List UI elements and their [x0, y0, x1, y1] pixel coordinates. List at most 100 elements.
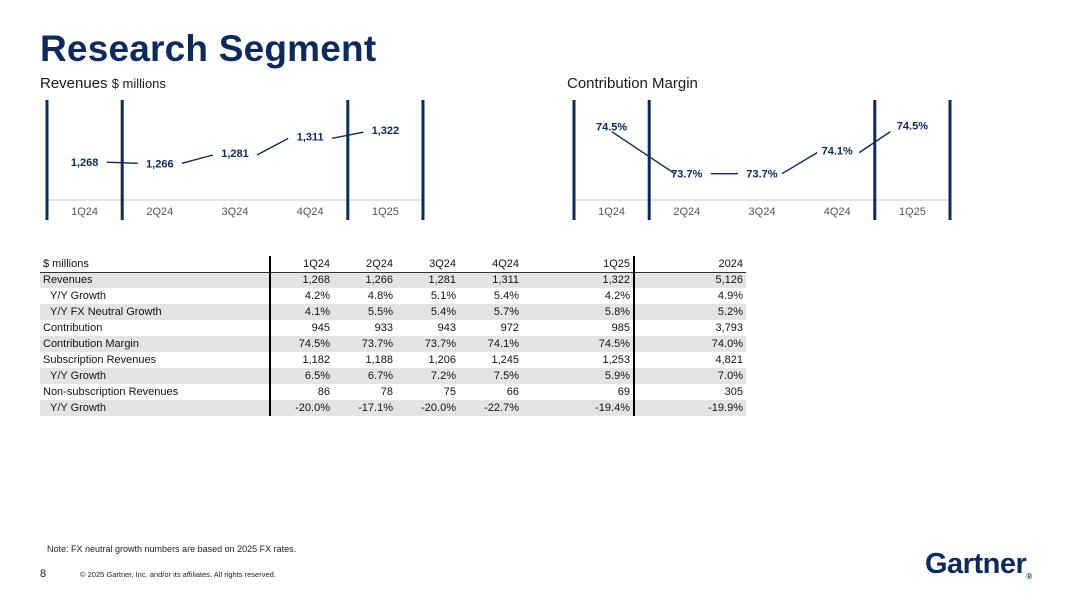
table-cell: 5.2%	[634, 304, 746, 320]
table-row-label: Y/Y FX Neutral Growth	[40, 304, 271, 320]
table-cell: 5.7%	[459, 304, 522, 320]
data-label: 73.7%	[671, 169, 702, 181]
table-row-label: Contribution Margin	[40, 336, 271, 352]
series-line-segment	[181, 154, 214, 165]
table-row-label: Non-subscription Revenues	[40, 384, 271, 400]
table-cell: 7.2%	[396, 368, 459, 384]
table-cell: 69	[522, 384, 635, 400]
x-tick-label: 1Q24	[598, 206, 625, 218]
table-cell: 5,126	[634, 272, 746, 288]
table-cell: -20.0%	[270, 400, 333, 416]
table-cell: 7.5%	[459, 368, 522, 384]
series-line-segment	[256, 137, 289, 156]
gartner-logo: Gartner®	[925, 548, 1032, 581]
series-line-segment	[332, 131, 364, 140]
table-cell: 86	[317, 386, 330, 398]
table-cell: 1,322	[522, 272, 635, 288]
table-cell: 1,311	[459, 272, 522, 288]
table-header-cell: 2024	[634, 256, 746, 273]
data-label: 74.1%	[822, 146, 853, 158]
table-cell: 1,281	[396, 272, 459, 288]
table-cell: 5.4%	[396, 304, 459, 320]
table-header-label: $ millions	[40, 256, 271, 273]
table-cell: 1,206	[428, 354, 456, 366]
logo-text: Gartner	[925, 548, 1027, 580]
table-cell: 1,182	[302, 354, 330, 366]
table-cell: 5.1%	[430, 290, 456, 302]
table-cell: 972	[500, 322, 519, 334]
table-cell: 943	[437, 322, 456, 334]
revenues-chart-unit: $ millions	[111, 76, 166, 91]
table-header-cell: 4Q24	[459, 256, 522, 273]
table-cell: -19.9%	[634, 400, 746, 416]
table-cell: 4.9%	[717, 290, 743, 302]
table-cell: 5.8%	[522, 304, 635, 320]
data-label: 1,268	[71, 157, 99, 169]
data-label: 1,281	[221, 148, 249, 160]
table-row: Contribution Margin 74.5% 73.7% 73.7% 74.1% 7…	[40, 336, 746, 352]
x-tick-label: 2Q24	[673, 206, 700, 218]
x-tick-label: 4Q24	[824, 206, 851, 218]
table-row: Y/Y Growth 4.2% 4.8% 5.1% 5.4% 4.2% 4.9%	[40, 288, 746, 304]
copyright-notice: © 2025 Gartner, Inc. and/or its affiliat…	[80, 570, 276, 579]
table-cell: -19.4%	[522, 400, 635, 416]
table-cell: 4,821	[715, 354, 743, 366]
table-cell: 1,188	[365, 354, 393, 366]
series-line-segment	[781, 152, 818, 175]
table-cell: 933	[374, 322, 393, 334]
table-row-label: Revenues	[40, 272, 271, 288]
table-header-row: $ millions 1Q24 2Q24 3Q24 4Q24 1Q25 2024	[40, 256, 746, 273]
x-tick-label: 4Q24	[297, 206, 324, 218]
data-label: 1,322	[372, 125, 400, 137]
revenues-chart-title: Revenues $ millions	[40, 75, 166, 92]
page-title: Research Segment	[40, 28, 377, 69]
data-label: 74.5%	[596, 122, 627, 134]
table-cell: 5.4%	[493, 290, 519, 302]
table-row: Contribution 945 933 943 972 985 3,793	[40, 320, 746, 336]
data-label: 74.5%	[897, 121, 928, 133]
table-cell: 6.5%	[270, 368, 333, 384]
data-label: 1,266	[146, 158, 174, 170]
table-cell: 1,253	[522, 352, 635, 368]
table-cell: 7.0%	[634, 368, 746, 384]
table-row-label: Y/Y Growth	[40, 368, 271, 384]
table-cell: 74.1%	[459, 336, 522, 352]
table-cell: 75	[443, 386, 456, 398]
table-cell: 1,266	[333, 272, 396, 288]
table-cell: 78	[380, 386, 393, 398]
table-row-label: Contribution	[40, 320, 271, 336]
table-row: Subscription Revenues 1,182 1,188 1,206 1,24…	[40, 352, 746, 368]
table-row: Y/Y FX Neutral Growth 4.1% 5.5% 5.4% 5.7% 5.8…	[40, 304, 746, 320]
table-cell: -17.1%	[333, 400, 396, 416]
series-line-segment	[858, 130, 891, 154]
table-cell: 4.8%	[367, 290, 393, 302]
page-number: 8	[40, 568, 47, 580]
table-cell: 74.5%	[522, 336, 635, 352]
table-cell: 3,793	[715, 322, 743, 334]
table-cell: 6.7%	[333, 368, 396, 384]
table-cell: 1,268	[270, 272, 333, 288]
table-cell: 985	[522, 320, 635, 336]
series-line-segment	[106, 161, 138, 165]
margin-line-chart: 74.5% 73.7% 73.7% 74.1% 74.5% 1Q24 2Q24 3Q24 4Q2…	[572, 100, 952, 220]
x-tick-label: 1Q25	[372, 206, 399, 218]
table-cell: -22.7%	[459, 400, 522, 416]
series-line-segment	[611, 130, 676, 175]
table-row-label: Y/Y Growth	[40, 400, 271, 416]
logo-registered-mark: ®	[1026, 572, 1032, 581]
margin-chart-title: Contribution Margin	[567, 75, 698, 92]
table-cell: 74.0%	[634, 336, 746, 352]
table-cell: 4.2%	[522, 288, 635, 304]
data-label: 73.7%	[746, 169, 777, 181]
table-row: Non-subscription Revenues 86 78 75 66 69 305	[40, 384, 746, 400]
table-cell: 5.5%	[333, 304, 396, 320]
table-cell: 5.9%	[522, 368, 635, 384]
x-tick-label: 2Q24	[146, 206, 173, 218]
data-label: 1,311	[297, 131, 324, 143]
table-header-cell: 2Q24	[333, 256, 396, 273]
table-cell: -20.0%	[396, 400, 459, 416]
table-cell: 4.1%	[270, 304, 333, 320]
table-header-cell: 3Q24	[396, 256, 459, 273]
financial-table: $ millions 1Q24 2Q24 3Q24 4Q24 1Q25 2024 Revenu…	[40, 256, 746, 416]
table-header-cell: 1Q24	[270, 256, 333, 273]
